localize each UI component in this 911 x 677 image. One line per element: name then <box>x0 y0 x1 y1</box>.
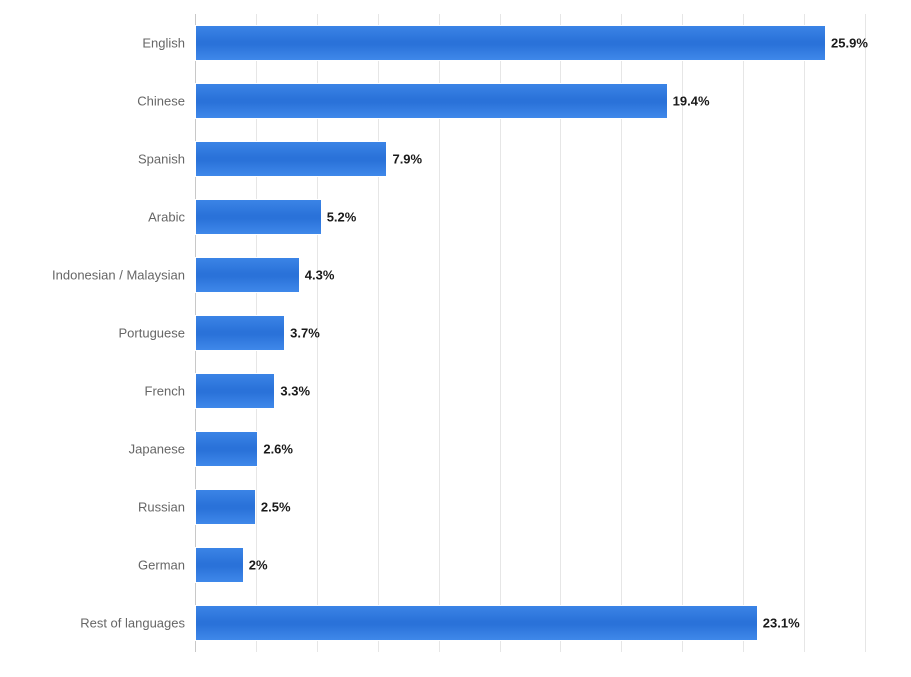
bar-row: Spanish7.9% <box>195 141 865 177</box>
bar: 25.9% <box>195 25 826 61</box>
value-label: 19.4% <box>667 94 710 109</box>
value-label: 3.3% <box>274 384 310 399</box>
bar: 2.5% <box>195 489 256 525</box>
category-label: Japanese <box>129 442 195 457</box>
value-label: 5.2% <box>321 210 357 225</box>
bar: 7.9% <box>195 141 387 177</box>
category-label: French <box>145 384 195 399</box>
category-label: Spanish <box>138 152 195 167</box>
bar-row: Russian2.5% <box>195 489 865 525</box>
bar-row: English25.9% <box>195 25 865 61</box>
bar: 2.6% <box>195 431 258 467</box>
value-label: 2% <box>243 558 268 573</box>
bar: 3.3% <box>195 373 275 409</box>
category-label: Rest of languages <box>80 616 195 631</box>
category-label: Arabic <box>148 210 195 225</box>
plot-area: English25.9% Chinese19.4% Spanish7.9% Arabi… <box>195 14 865 652</box>
bar: 2% <box>195 547 244 583</box>
category-label: English <box>142 36 195 51</box>
bar-row: Rest of languages23.1% <box>195 605 865 641</box>
bar-row: French3.3% <box>195 373 865 409</box>
bar-row: German2% <box>195 547 865 583</box>
bar-row: Portuguese3.7% <box>195 315 865 351</box>
category-label: German <box>138 558 195 573</box>
bar-row: Indonesian / Malaysian4.3% <box>195 257 865 293</box>
value-label: 25.9% <box>825 36 868 51</box>
bar-row: Chinese19.4% <box>195 83 865 119</box>
category-label: Chinese <box>137 94 195 109</box>
bar: 5.2% <box>195 199 322 235</box>
bar-row: Japanese2.6% <box>195 431 865 467</box>
value-label: 4.3% <box>299 268 335 283</box>
value-label: 2.6% <box>257 442 293 457</box>
value-label: 3.7% <box>284 326 320 341</box>
bar: 3.7% <box>195 315 285 351</box>
value-label: 23.1% <box>757 616 800 631</box>
grid-line <box>865 14 866 652</box>
bar: 19.4% <box>195 83 668 119</box>
bar: 4.3% <box>195 257 300 293</box>
category-label: Portuguese <box>119 326 196 341</box>
category-label: Indonesian / Malaysian <box>52 268 195 283</box>
category-label: Russian <box>138 500 195 515</box>
bar: 23.1% <box>195 605 758 641</box>
language-share-bar-chart: English25.9%Chinese19.4%Spanish7.9%Arabi… <box>0 0 911 677</box>
value-label: 2.5% <box>255 500 291 515</box>
value-label: 7.9% <box>386 152 422 167</box>
bar-row: Arabic5.2% <box>195 199 865 235</box>
